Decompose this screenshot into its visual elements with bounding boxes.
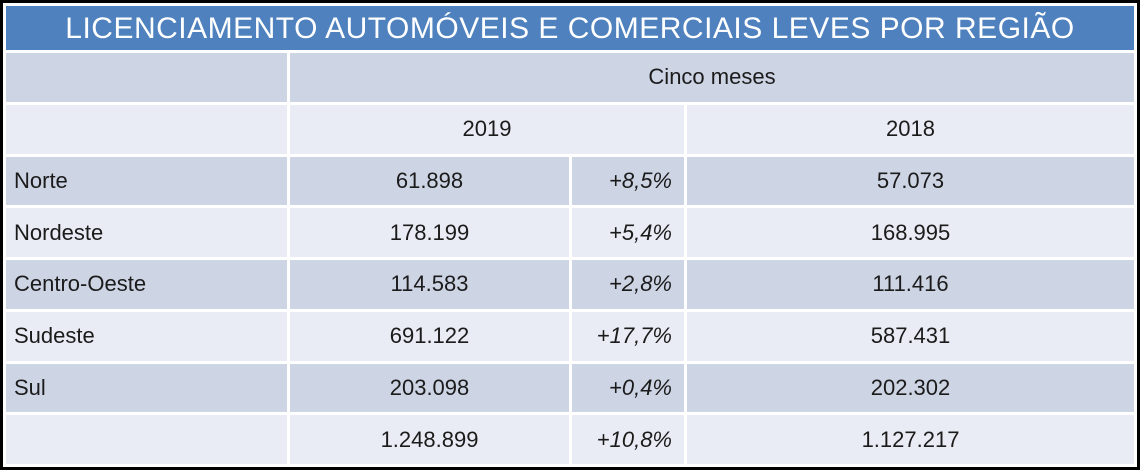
region-cell: Centro-Oeste	[6, 260, 287, 309]
table-row-sul: Sul 203.098 +0,4% 202.302	[6, 363, 1134, 413]
table-row-centro-oeste: Centro-Oeste 114.583 +2,8% 111.416	[6, 260, 1134, 309]
value-2018-cell: 111.416	[687, 260, 1134, 309]
table-row-total: 1.248.899 +10,8% 1.127.217	[6, 415, 1134, 464]
change-cell: +5,4%	[572, 208, 684, 257]
year-2018-header: 2018	[687, 104, 1134, 154]
value-2018-cell: 202.302	[687, 363, 1134, 413]
region-cell: Sul	[6, 363, 287, 413]
region-cell: Norte	[6, 156, 287, 206]
value-2018-cell: 587.431	[687, 311, 1134, 361]
change-cell: +0,4%	[572, 363, 684, 413]
period-header-row: Cinco meses	[6, 53, 1134, 102]
value-2019-cell: 114.583	[290, 260, 569, 309]
year-header-row: 2019 2018	[6, 104, 1134, 154]
licensing-by-region-table: LICENCIAMENTO AUTOMÓVEIS E COMERCIAIS LE…	[3, 3, 1137, 467]
title-row: LICENCIAMENTO AUTOMÓVEIS E COMERCIAIS LE…	[6, 6, 1134, 50]
region-cell: Nordeste	[6, 208, 287, 257]
year-2019-header: 2019	[290, 104, 684, 154]
value-2018-cell: 1.127.217	[687, 415, 1134, 464]
table-row-nordeste: Nordeste 178.199 +5,4% 168.995	[6, 208, 1134, 257]
region-cell	[6, 415, 287, 464]
empty-cell	[6, 104, 287, 154]
value-2019-cell: 61.898	[290, 156, 569, 206]
value-2019-cell: 178.199	[290, 208, 569, 257]
period-header-cell: Cinco meses	[290, 53, 1134, 102]
table-row-sudeste: Sudeste 691.122 +17,7% 587.431	[6, 311, 1134, 361]
region-cell: Sudeste	[6, 311, 287, 361]
change-cell: +17,7%	[572, 311, 684, 361]
value-2018-cell: 57.073	[687, 156, 1134, 206]
page-title: LICENCIAMENTO AUTOMÓVEIS E COMERCIAIS LE…	[6, 6, 1134, 50]
value-2019-cell: 691.122	[290, 311, 569, 361]
change-cell: +8,5%	[572, 156, 684, 206]
change-cell: +10,8%	[572, 415, 684, 464]
value-2018-cell: 168.995	[687, 208, 1134, 257]
value-2019-cell: 203.098	[290, 363, 569, 413]
change-cell: +2,8%	[572, 260, 684, 309]
table-row-norte: Norte 61.898 +8,5% 57.073	[6, 156, 1134, 206]
value-2019-cell: 1.248.899	[290, 415, 569, 464]
empty-corner-cell	[6, 53, 287, 102]
